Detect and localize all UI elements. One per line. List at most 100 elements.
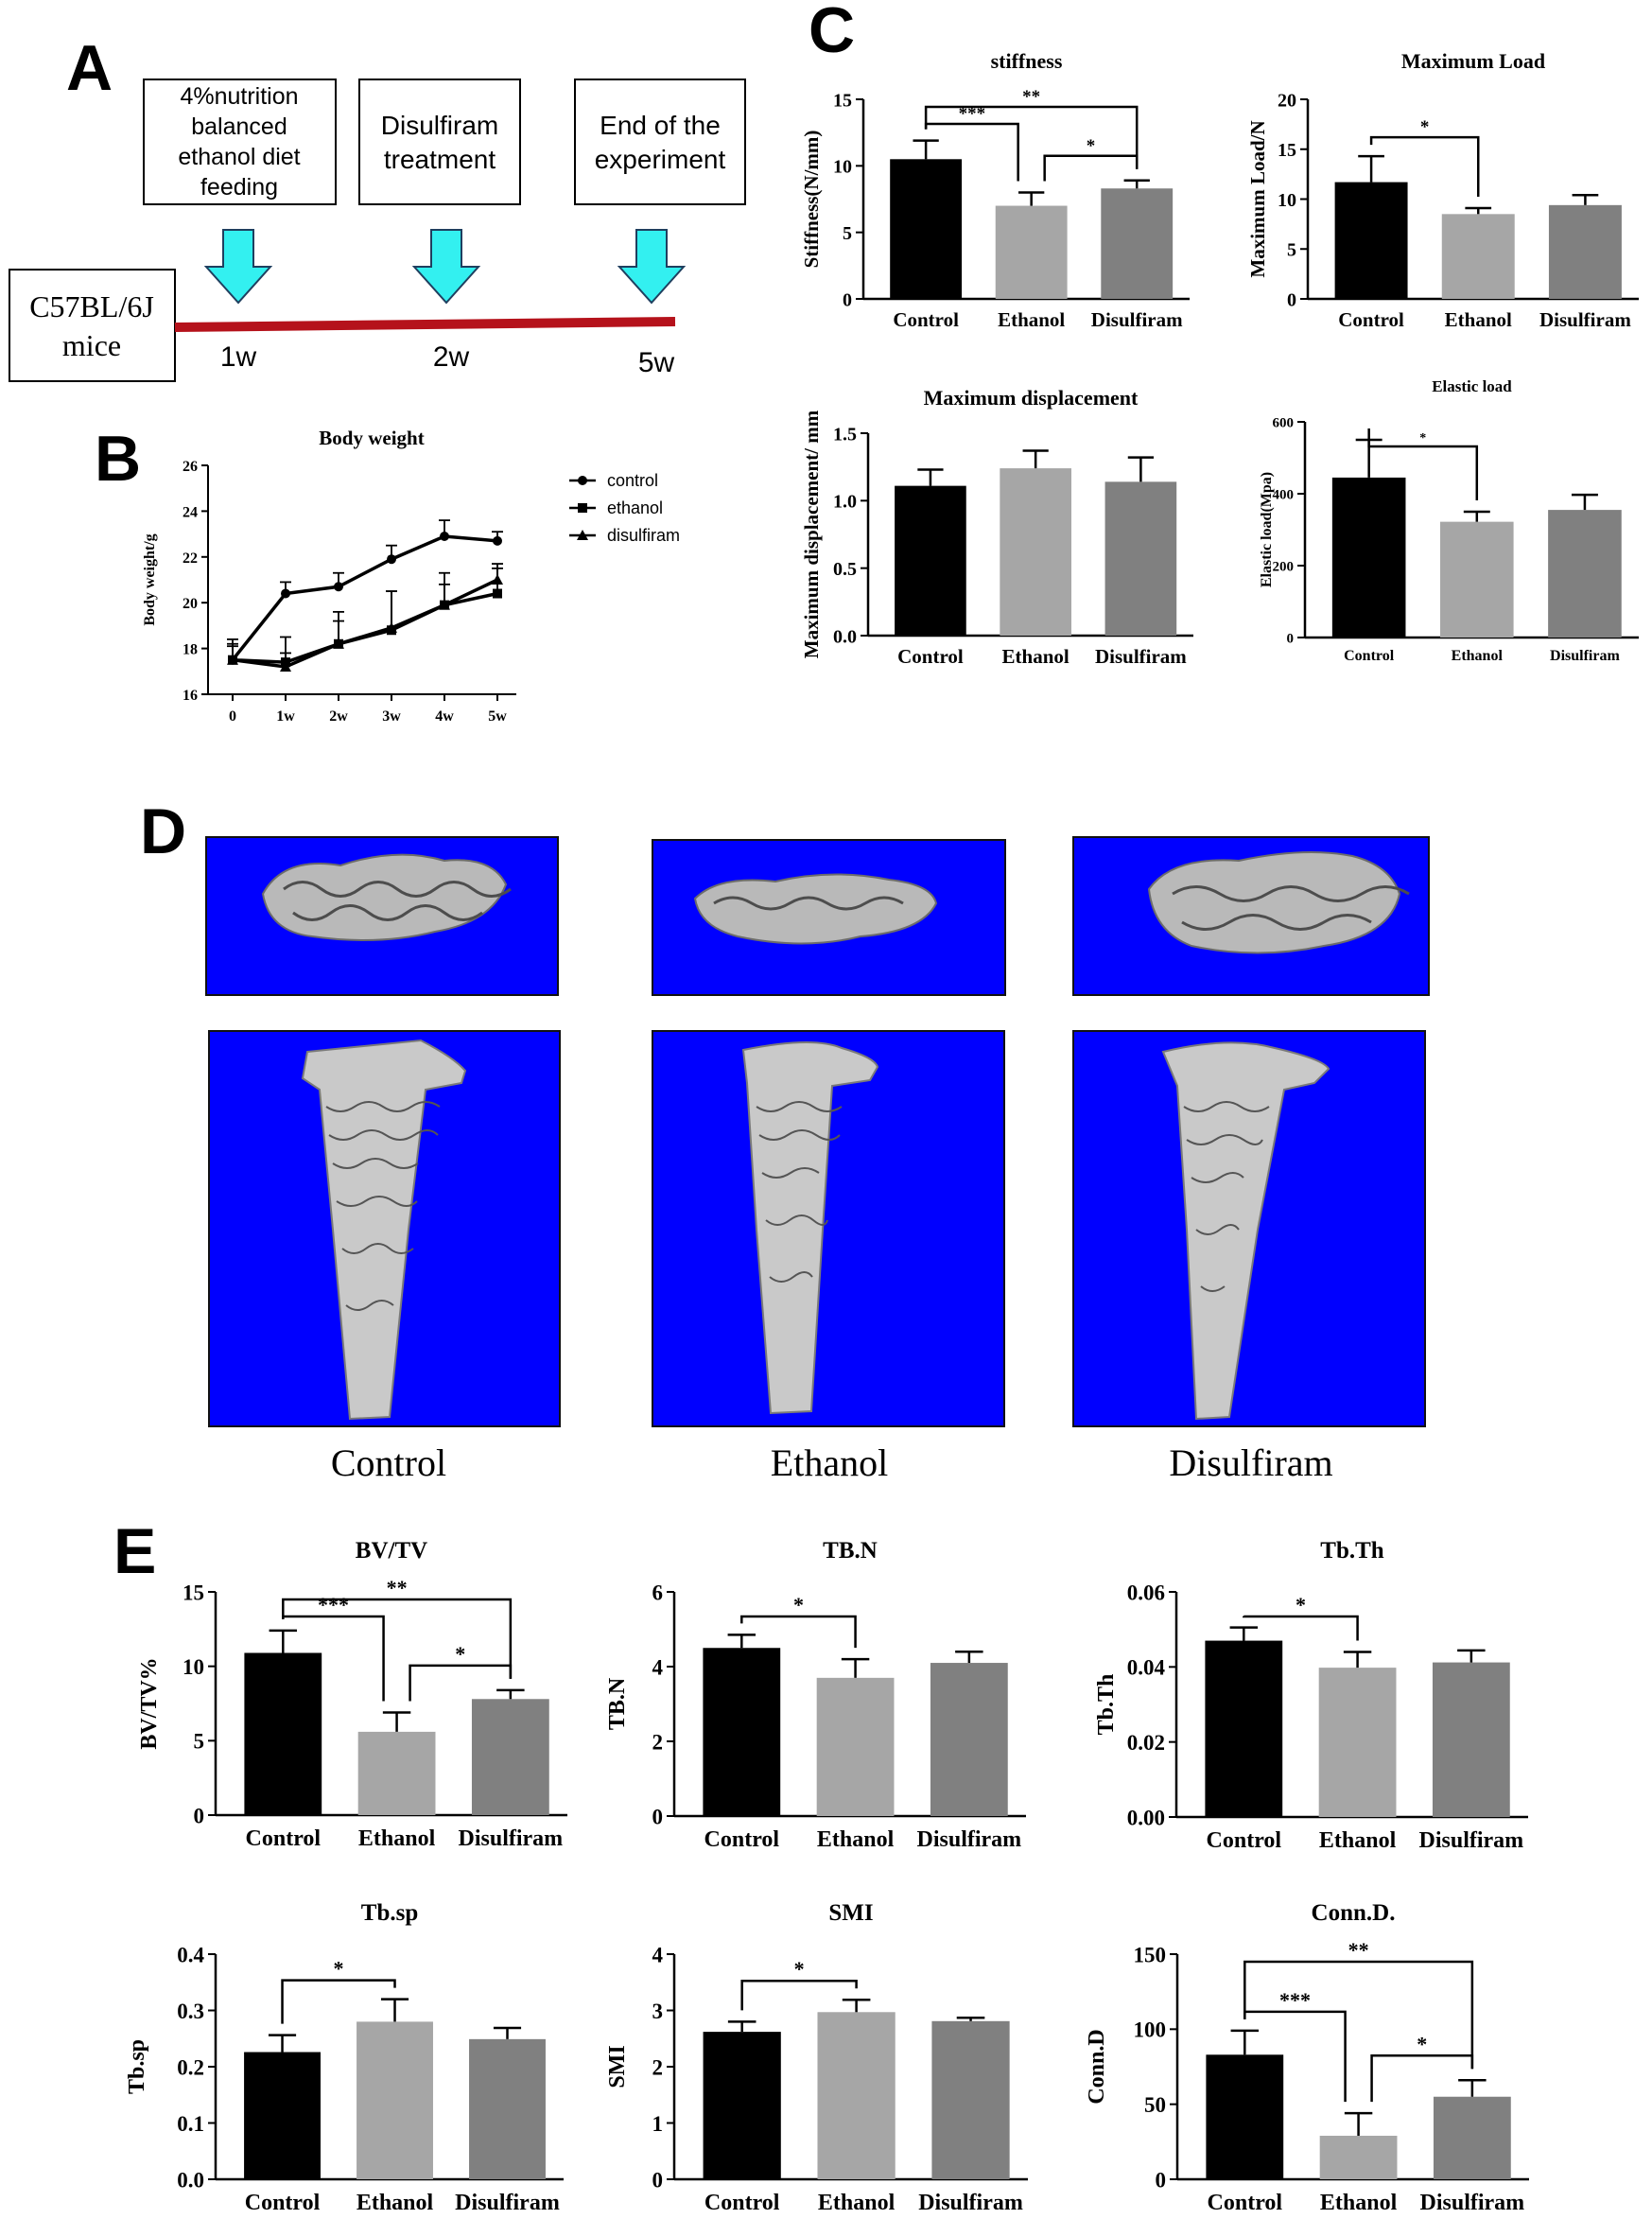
y-tick-label: 1.0 xyxy=(833,492,857,513)
y-tick-label: 5 xyxy=(1287,240,1296,261)
y-tick-label: 0.04 xyxy=(1127,1656,1166,1680)
x-tick-label: Control xyxy=(1338,308,1404,331)
y-tick-label: 15 xyxy=(1278,140,1296,161)
y-tick-label: 0 xyxy=(194,1804,205,1827)
x-tick-label: 5w xyxy=(488,708,507,725)
bar xyxy=(1334,182,1408,299)
significance-bracket xyxy=(282,1598,513,1679)
y-axis-label: Tb.sp xyxy=(125,2039,149,2094)
bar xyxy=(931,2020,1010,2179)
y-tick-label: 0 xyxy=(652,2168,664,2192)
x-tick-label: Ethanol xyxy=(1452,648,1504,664)
body-weight-chart: Body weight Body weight/g 16 18 20 22 24 26 0 1w 2… xyxy=(142,427,680,725)
y-axis-label: TB.N xyxy=(605,1677,630,1730)
significance-label: ** xyxy=(387,1576,408,1599)
x-tick-label: Ethanol xyxy=(358,1826,436,1851)
y-tick-label: 6 xyxy=(652,1581,664,1604)
y-tick-label: 0.3 xyxy=(177,2000,204,2023)
x-tick-label: Disulfiram xyxy=(1539,308,1631,331)
bar xyxy=(1206,2054,1284,2179)
step-box-line: Disulfiram xyxy=(381,111,498,140)
timeline-diagram: 4%nutrition balanced ethanol diet feedin… xyxy=(9,79,746,382)
panel-label-e: E xyxy=(113,1515,156,1587)
ct-label-disulfiram: Disulfiram xyxy=(1169,1441,1332,1484)
y-tick-label: 3 xyxy=(652,2000,664,2023)
y-tick-label: 0.1 xyxy=(177,2112,204,2136)
legend-marker xyxy=(578,503,587,513)
significance-label: *** xyxy=(1279,1988,1311,2012)
week-label: 2w xyxy=(433,341,470,373)
y-tick-label: 0.02 xyxy=(1127,1731,1165,1755)
legend-marker xyxy=(577,530,588,540)
x-tick-label: Control xyxy=(246,1826,322,1851)
maximum-displacement-chart: Maximum displacement Maximum displacement… xyxy=(800,386,1193,668)
week-label: 1w xyxy=(220,341,257,373)
significance-label: * xyxy=(793,1593,804,1616)
x-tick-label: Disulfiram xyxy=(1419,1828,1524,1853)
y-tick-label: 200 xyxy=(1273,560,1295,575)
y-axis-label: Maximum Load/N xyxy=(1246,120,1269,277)
x-tick-label: Disulfiram xyxy=(917,1827,1022,1852)
bar xyxy=(703,2032,781,2179)
step-box-line: feeding xyxy=(200,174,278,201)
panel-label-c: C xyxy=(809,0,855,66)
y-axis-label: BV/TV% xyxy=(137,1657,162,1749)
step-box-line: treatment xyxy=(384,145,496,174)
y-axis-label: Conn.D xyxy=(1085,2029,1109,2104)
chart-title: BV/TV xyxy=(356,1538,427,1564)
significance-label: * xyxy=(455,1642,465,1666)
x-tick-label: Disulfiram xyxy=(1091,308,1183,331)
y-tick-label: 18 xyxy=(183,642,198,658)
data-point xyxy=(227,654,238,665)
bar xyxy=(1000,468,1071,636)
bar xyxy=(1548,510,1622,638)
bar xyxy=(1331,477,1406,638)
y-tick-label: 10 xyxy=(183,1655,204,1679)
x-tick-label: 2w xyxy=(329,708,348,725)
x-tick-label: Disulfiram xyxy=(1095,645,1187,668)
y-tick-label: 0.2 xyxy=(177,2055,204,2079)
chart-title: TB.N xyxy=(823,1538,878,1564)
y-axis-label: Maximum displacement/ mm xyxy=(800,410,823,658)
step-box-line: ethanol diet xyxy=(178,144,300,170)
y-tick-label: 0.0 xyxy=(833,626,857,647)
x-tick-label: Control xyxy=(704,2191,780,2215)
y-tick-label: 4 xyxy=(652,1655,664,1679)
step-box-end-of-experiment: End of the experiment xyxy=(574,79,746,205)
y-tick-label: 26 xyxy=(183,459,198,475)
chart-title: Conn.D. xyxy=(1312,1900,1396,1926)
y-tick-label: 20 xyxy=(1278,90,1296,111)
timeline-line xyxy=(174,317,676,332)
bar xyxy=(471,1699,549,1815)
data-point xyxy=(386,621,397,633)
chart-title: SMI xyxy=(828,1900,873,1926)
x-tick-label: Control xyxy=(1344,648,1395,664)
data-point xyxy=(440,532,449,542)
micro-ct-images: Control Ethanol Disulfiram xyxy=(205,836,1430,1484)
step-box-line: 4%nutrition xyxy=(180,83,298,110)
chart-title: stiffness xyxy=(991,49,1063,73)
panel-label-b: B xyxy=(95,423,141,495)
x-tick-label: Ethanol xyxy=(998,308,1065,331)
y-tick-label: 4 xyxy=(652,1943,664,1966)
y-tick-label: 0.06 xyxy=(1127,1581,1165,1604)
bv-tv-chart: BV/TV BV/TV% 0 5 10 15 Control Ethanol Disulfira… xyxy=(137,1538,567,1851)
chart-title: Elastic load xyxy=(1432,377,1512,395)
series-line-disulfiram xyxy=(232,578,498,669)
bar xyxy=(995,205,1068,299)
significance-label: *** xyxy=(959,104,986,124)
y-tick-label: 0 xyxy=(843,289,852,310)
tb-th-chart: Tb.Th Tb.Th 0.00 0.02 0.04 0.06 Control Ethanol… xyxy=(1094,1538,1528,1853)
y-tick-label: 0 xyxy=(1287,289,1296,310)
step-box-line: experiment xyxy=(595,145,726,174)
bar xyxy=(469,2038,546,2179)
y-axis-label: Body weight/g xyxy=(142,533,158,625)
y-axis-label: Stiffness(N/mm) xyxy=(800,131,823,269)
y-axis-label: SMI xyxy=(605,2045,630,2088)
ct-label-control: Control xyxy=(331,1441,446,1484)
y-tick-label: 15 xyxy=(833,90,852,111)
data-point xyxy=(387,554,396,565)
chart-title: Maximum displacement xyxy=(924,386,1139,410)
panel-label-a: A xyxy=(66,32,113,104)
maximum-load-chart: Maximum Load Maximum Load/N 0 5 10 15 20 Contro… xyxy=(1246,49,1639,331)
